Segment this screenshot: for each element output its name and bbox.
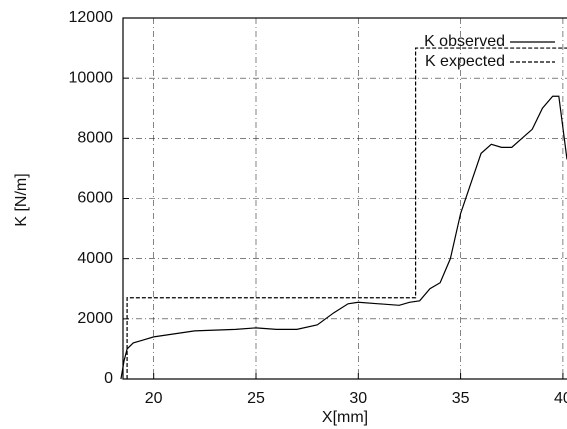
y-axis-label: K [N/m] — [13, 173, 30, 226]
x-axis-label: X[mm] — [322, 409, 368, 426]
legend-label: K observed — [424, 33, 505, 50]
x-tick-label: 20 — [145, 390, 163, 407]
x-tick-label: 25 — [247, 390, 265, 407]
y-tick-label: 6000 — [77, 190, 113, 207]
data-line — [126, 47, 567, 379]
data-line — [120, 95, 567, 380]
y-tick-label: 12000 — [69, 9, 114, 26]
y-tick-label: 2000 — [77, 310, 113, 327]
legend-label: K expected — [425, 53, 505, 70]
x-tick-label: 40 — [554, 390, 567, 407]
x-tick-label: 30 — [349, 390, 367, 407]
y-tick-label: 10000 — [69, 69, 114, 86]
y-tick-label: 8000 — [77, 130, 113, 147]
plot-frame — [122, 17, 567, 380]
x-tick-label: 35 — [452, 390, 470, 407]
y-tick-label: 0 — [104, 370, 113, 387]
y-tick-label: 4000 — [77, 250, 113, 267]
